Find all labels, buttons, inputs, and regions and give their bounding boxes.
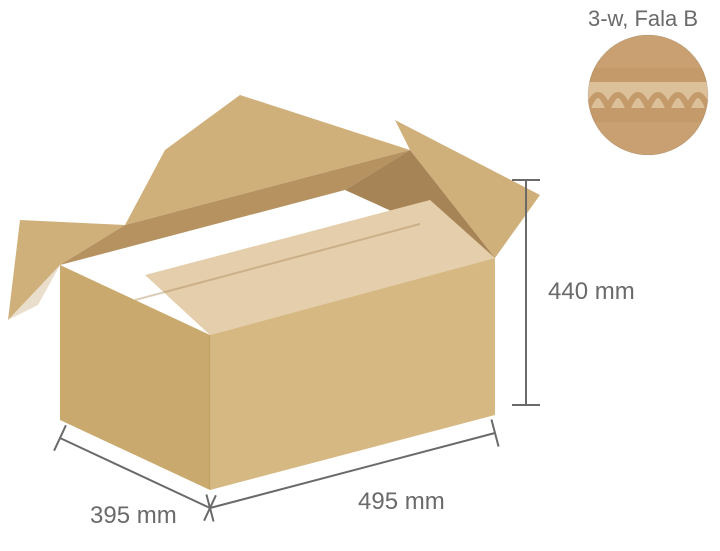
length-dimension-label: 495 mm: [358, 488, 445, 516]
height-dimension-label: 440 mm: [548, 278, 635, 306]
flute-type-label: 3-w, Fala B: [588, 6, 698, 32]
width-dimension-label: 395 mm: [90, 502, 177, 530]
diagram-stage: 395 mm 495 mm 440 mm 3-w, Fala B: [0, 0, 720, 546]
box-diagram-svg: [0, 0, 720, 546]
